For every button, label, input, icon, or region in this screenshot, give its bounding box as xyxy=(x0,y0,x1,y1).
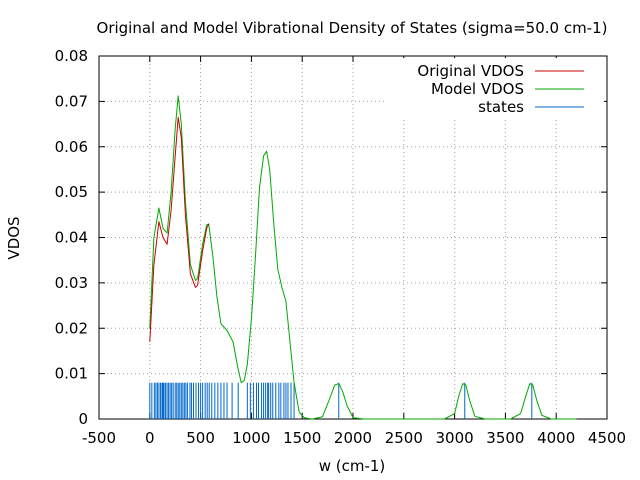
x-tick-label: 4500 xyxy=(588,429,626,447)
legend-label-states: states xyxy=(478,98,524,116)
y-tick-label: 0.06 xyxy=(55,138,88,156)
series-layer xyxy=(149,95,577,420)
x-tick-label: 2000 xyxy=(334,429,372,447)
series-model-vdos-line xyxy=(149,95,577,420)
x-tick-label: 2500 xyxy=(385,429,423,447)
axis-ticks: -500 0 500 1000 1500 2000 2500 3000 3500 4000 4500… xyxy=(55,47,627,447)
x-tick-label: 1000 xyxy=(232,429,270,447)
x-tick-label: 3500 xyxy=(486,429,524,447)
y-tick-label: 0.02 xyxy=(55,319,88,337)
x-tick-label: 3000 xyxy=(436,429,474,447)
y-axis-label: VDOS xyxy=(5,216,23,259)
y-tick-label: 0.01 xyxy=(55,365,88,383)
y-tick-label: 0.05 xyxy=(55,183,88,201)
y-tick-label: 0.08 xyxy=(55,47,88,65)
chart-title: Original and Model Vibrational Density o… xyxy=(97,19,608,37)
legend-label-original: Original VDOS xyxy=(417,62,524,80)
legend-label-model: Model VDOS xyxy=(431,80,524,98)
y-tick-label: 0.07 xyxy=(55,92,88,110)
x-tick-label: 500 xyxy=(186,429,215,447)
series-original-vdos-line xyxy=(149,116,210,342)
x-tick-label: 4000 xyxy=(537,429,575,447)
y-tick-label: 0.04 xyxy=(55,229,88,247)
x-tick-label: 1500 xyxy=(283,429,321,447)
legend: Original VDOS Model VDOS states xyxy=(384,58,604,120)
x-tick-label: -500 xyxy=(82,429,116,447)
y-tick-label: 0 xyxy=(78,410,88,428)
y-tick-label: 0.03 xyxy=(55,274,88,292)
x-tick-label: 0 xyxy=(145,429,155,447)
x-axis-label: w (cm-1) xyxy=(319,457,386,475)
